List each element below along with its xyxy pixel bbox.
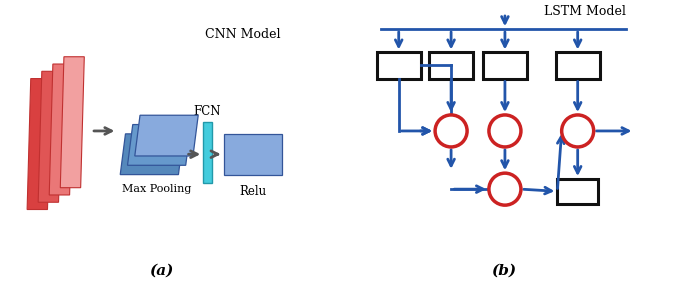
Polygon shape <box>27 79 51 210</box>
Text: X: X <box>573 124 583 138</box>
Circle shape <box>562 115 594 147</box>
Text: (a): (a) <box>149 264 173 278</box>
Polygon shape <box>135 115 198 156</box>
Text: X: X <box>446 124 456 138</box>
Text: σ: σ <box>573 58 582 72</box>
Text: X: X <box>500 124 510 138</box>
Text: CNN Model: CNN Model <box>205 29 280 41</box>
Text: +: + <box>498 181 512 198</box>
Text: FCN: FCN <box>194 105 221 118</box>
Polygon shape <box>121 134 184 175</box>
FancyBboxPatch shape <box>203 122 212 183</box>
Polygon shape <box>127 125 191 165</box>
Text: σ: σ <box>447 58 456 72</box>
Text: Max Pooling: Max Pooling <box>122 184 191 194</box>
Text: Relu: Relu <box>239 185 266 198</box>
Text: tan: tan <box>387 58 410 72</box>
Circle shape <box>489 173 521 205</box>
FancyBboxPatch shape <box>558 179 598 204</box>
Polygon shape <box>60 57 84 188</box>
FancyBboxPatch shape <box>483 52 527 79</box>
Polygon shape <box>49 64 73 195</box>
Polygon shape <box>38 71 62 202</box>
Circle shape <box>489 115 521 147</box>
Text: tan: tan <box>566 184 589 198</box>
FancyBboxPatch shape <box>429 52 473 79</box>
Text: (b): (b) <box>491 264 516 278</box>
Text: Relu: Relu <box>238 148 267 161</box>
Text: LSTM Model: LSTM Model <box>544 5 626 18</box>
Text: σ: σ <box>500 58 510 72</box>
FancyBboxPatch shape <box>377 52 421 79</box>
Circle shape <box>435 115 467 147</box>
FancyBboxPatch shape <box>223 134 282 175</box>
FancyBboxPatch shape <box>556 52 599 79</box>
